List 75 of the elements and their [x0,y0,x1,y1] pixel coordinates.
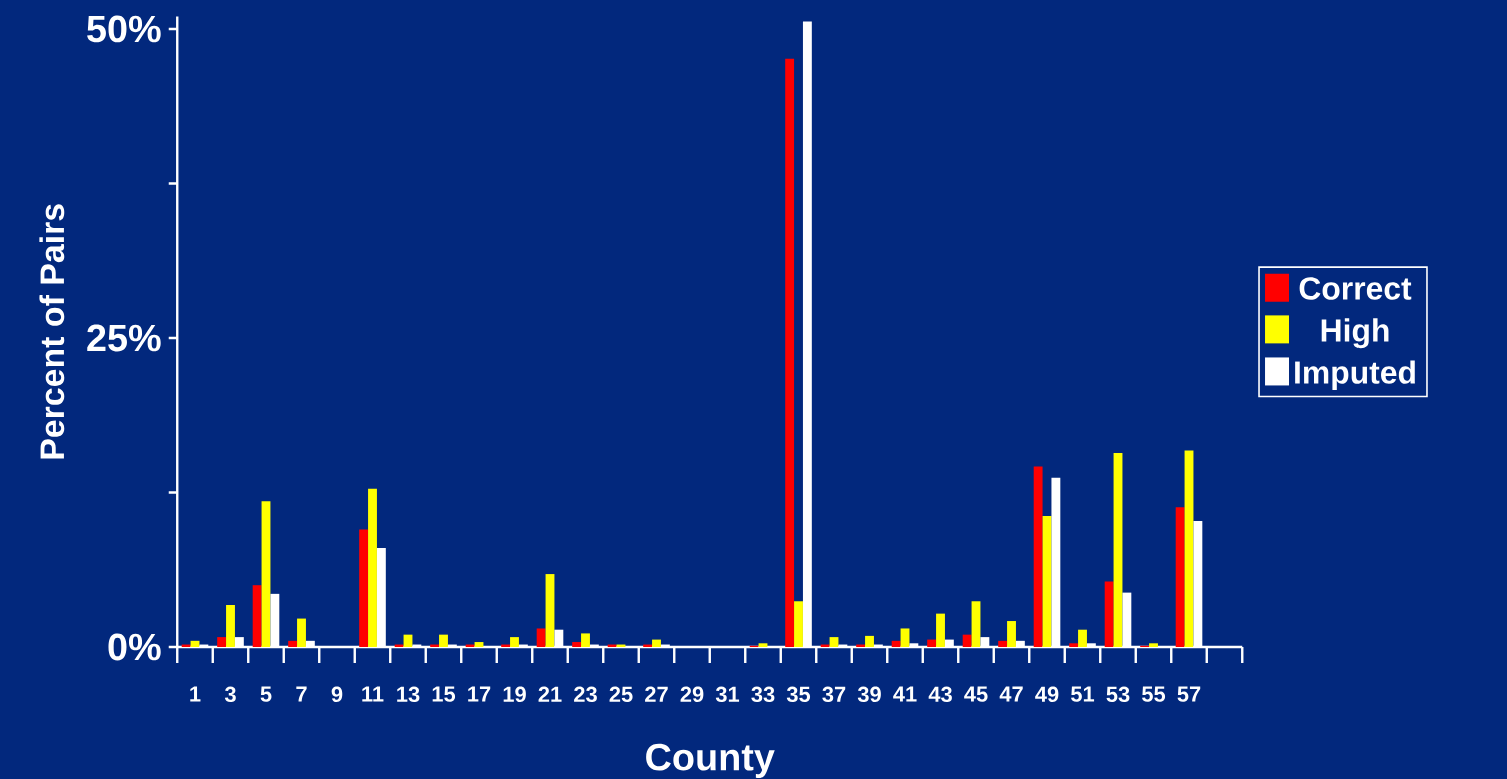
x-tick-label: 11 [362,686,384,702]
bar [794,601,803,647]
bar [1007,621,1016,647]
bar [865,635,874,647]
x-tick-label: 43 [928,686,952,703]
x-tick-label: 51 [1071,686,1095,702]
bar [297,618,306,647]
x-tick-label: 33 [751,686,775,703]
legend-label: Correct [1299,277,1412,300]
y-tick-label: 0% [108,633,161,661]
bar [226,604,235,647]
bar [936,613,945,647]
bar [1033,466,1043,647]
x-tick-label: 37 [822,686,846,703]
bar [1078,629,1087,647]
bar [998,640,1008,647]
bar [439,634,448,647]
y-tick-label: 25% [87,324,161,352]
x-tick-label: 47 [999,686,1023,702]
x-tick-label: 31 [715,686,740,703]
x-tick-label: 15 [432,686,456,702]
bar [1184,450,1194,647]
x-tick-label: 9 [331,686,343,703]
bar [927,639,937,647]
x-tick-label: 17 [468,686,491,702]
bar [581,633,590,647]
bar [536,628,546,647]
x-axis-title: County [646,743,775,779]
bar [1149,643,1158,647]
bar [1113,452,1123,647]
bar [758,643,768,647]
x-tick-label: 29 [680,686,704,703]
x-tick-label: 27 [645,686,668,702]
bar [971,601,981,647]
bar [891,640,901,647]
x-tick-label: 55 [1142,686,1166,702]
bar [962,634,972,647]
bar [359,529,369,647]
legend-label: High [1321,318,1389,349]
x-tick-label: 21 [538,686,562,702]
bar [545,574,555,647]
legend-label: Imputed [1295,360,1415,391]
bar [652,639,661,647]
y-axis-title: Percent of Pairs [39,204,65,459]
bar [829,637,839,647]
y-tick-label: 50% [87,15,161,43]
bar [368,488,377,647]
x-tick-label: 35 [786,686,811,703]
x-tick-label: 19 [503,686,526,703]
bar [217,637,227,647]
bar [1175,507,1185,647]
x-tick-label: 1 [190,686,201,702]
bar [474,642,484,647]
bar [785,58,795,647]
x-tick-label: 57 [1177,686,1201,702]
bar [1042,515,1052,647]
x-tick-label: 13 [397,686,420,703]
x-tick-label: 7 [296,686,307,702]
x-tick-label: 23 [574,686,597,703]
x-tick-label: 41 [893,686,917,702]
bar [261,501,271,647]
bar [288,640,298,647]
bar [900,628,910,647]
x-tick-label: 3 [224,686,236,703]
x-tick-label: 39 [857,686,881,703]
bar [1069,643,1079,647]
x-tick-label: 49 [1035,686,1059,703]
bar [1104,581,1114,647]
bar [510,637,519,647]
x-tick-label: 53 [1106,686,1130,703]
bar [252,585,262,647]
x-tick-label: 25 [609,686,633,703]
x-tick-label: 45 [964,686,988,702]
x-tick-label: 5 [260,686,272,702]
bar [572,642,582,647]
